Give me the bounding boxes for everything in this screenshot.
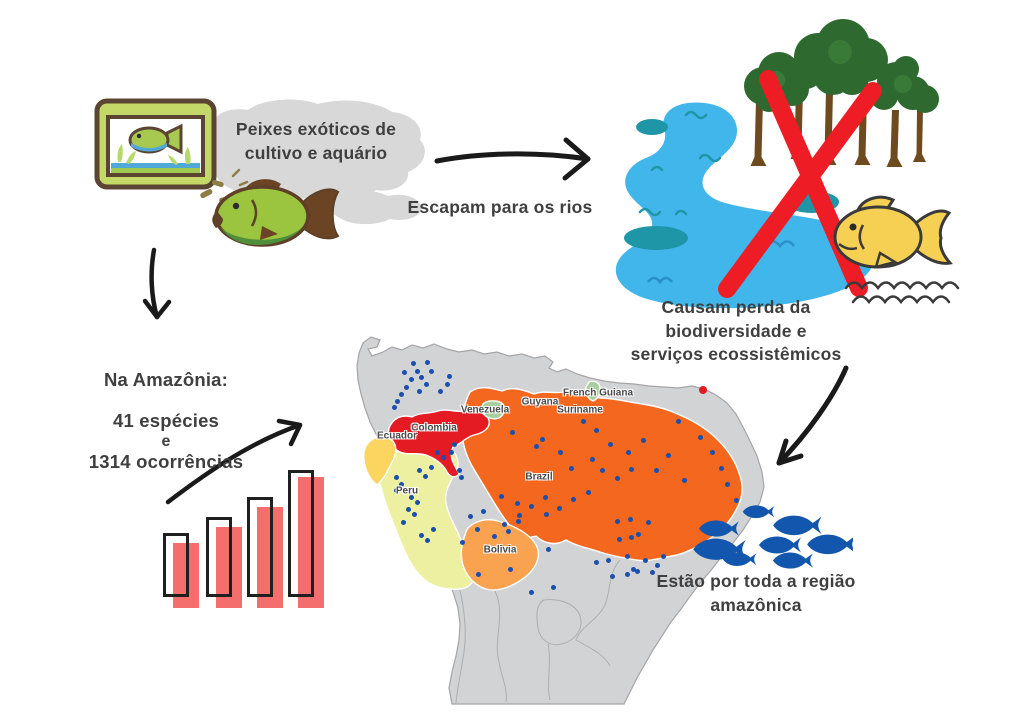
- escape-caption: Escapam para os rios: [400, 196, 600, 220]
- water-waves-icon: [844, 281, 960, 305]
- distribution-caption-line2: amazônica: [710, 594, 802, 615]
- south-america-map: [356, 336, 765, 705]
- fish-school-icon: [693, 505, 853, 569]
- growth-curve-arrow-icon: [165, 418, 303, 505]
- source-caption-line1: Peixes exóticos de: [235, 119, 397, 139]
- flooded-forest-trees-icon: [744, 19, 939, 167]
- stats-heading: Na Amazônia:: [103, 369, 229, 390]
- escape-caption-text: Escapam para os rios: [407, 197, 593, 217]
- region-venezuela: [480, 400, 506, 420]
- region-french-guiana-spot: [699, 386, 707, 394]
- yellow-fish-icon: [833, 195, 953, 269]
- diagonal-down-left-arrow-icon: [776, 365, 849, 466]
- region-bolivia: [460, 519, 540, 591]
- speech-blob: [208, 99, 425, 225]
- region-ecuador: [363, 436, 397, 486]
- exotic-fish-icon: [212, 179, 340, 247]
- impact-caption-line2: biodiversidade e: [665, 320, 807, 341]
- distribution-caption: Estão por toda a região amazônica: [645, 570, 867, 617]
- stats-occurrences: 1314 ocorrências: [88, 450, 244, 472]
- aquarium-icon: [94, 98, 217, 190]
- impact-caption: Causam perda da biodiversidade e serviço…: [608, 296, 864, 367]
- source-caption: Peixes exóticos de cultivo e aquário: [220, 118, 412, 165]
- amazon-stats: Na Amazônia: 41 espécies e 1314 ocorrênc…: [80, 368, 252, 475]
- amazon-regions: [363, 380, 743, 591]
- distribution-caption-line1: Estão por toda a região: [656, 571, 856, 591]
- region-guyana: [585, 380, 601, 402]
- source-caption-line2: cultivo e aquário: [244, 142, 388, 163]
- stats-species: 41 espécies: [112, 409, 220, 431]
- impact-caption-line1: Causam perda da: [661, 297, 811, 317]
- impact-caption-line3: serviços ecossistêmicos: [630, 344, 842, 365]
- region-colombia: [387, 409, 490, 478]
- right-arrow-icon: [434, 137, 591, 181]
- stats-conjunction: e: [161, 432, 171, 450]
- down-arrow-icon: [142, 247, 172, 320]
